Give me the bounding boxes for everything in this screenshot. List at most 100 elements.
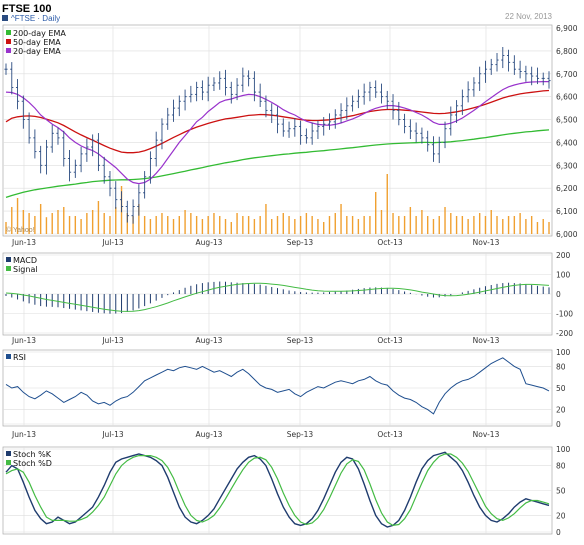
volume-bar — [68, 216, 71, 234]
price-panel-frame — [2, 24, 553, 237]
month-label: Jul-13 — [101, 430, 124, 439]
volume-bar — [548, 222, 550, 234]
ohlc-bar — [362, 83, 366, 105]
watermark: © Yahoo! — [6, 226, 35, 234]
rsi-plot — [5, 357, 550, 415]
ohlc-bar — [108, 171, 112, 197]
legend-entry: 200-day EMA — [13, 29, 66, 38]
ohlc-bar — [345, 97, 349, 120]
volume-bar — [115, 207, 117, 234]
ohlc-bar — [501, 46, 505, 69]
legend-swatch — [6, 39, 11, 44]
ohlc-bar — [27, 112, 31, 144]
y-tick-label: 6,300 — [556, 161, 578, 170]
rsi-line — [5, 357, 550, 415]
subtitle-group: ^FTSE · Daily — [2, 14, 60, 23]
volume-bar — [369, 216, 371, 234]
volume-bar — [201, 219, 204, 234]
y-tick-label: 6,400 — [556, 138, 578, 147]
month-label: Jun-13 — [11, 336, 36, 345]
volume-bar — [305, 213, 308, 234]
volume-bar — [57, 210, 59, 234]
volume-bar — [51, 213, 53, 234]
ohlc-bar — [206, 76, 210, 102]
ohlc-bar — [339, 103, 343, 123]
volume-bar — [259, 216, 261, 234]
ohlc-bar — [258, 83, 262, 107]
ohlc-bar — [454, 100, 459, 123]
volume-bar — [80, 219, 82, 234]
month-label: Oct-13 — [377, 430, 402, 439]
ohlc-bar — [21, 95, 25, 129]
volume-bar — [421, 210, 423, 234]
volume-bar — [224, 219, 227, 234]
volume-bar — [455, 216, 458, 234]
y-tick-label: -100 — [556, 310, 573, 319]
y-tick-label: 200 — [556, 251, 571, 260]
volume-bar — [161, 213, 163, 234]
ohlc-bar — [270, 103, 274, 123]
volume-bar — [496, 216, 498, 234]
y-tick-label: 20 — [556, 406, 566, 415]
ema200-line — [5, 129, 550, 199]
volume-bar — [97, 201, 100, 234]
ohlc-bar — [327, 113, 332, 130]
ohlc-bar — [489, 58, 493, 75]
volume-bar — [502, 219, 504, 234]
ohlc-bar — [160, 118, 164, 150]
y-tick-label: 80 — [556, 462, 566, 471]
volume-bar — [236, 213, 238, 234]
ohlc-bar — [33, 129, 37, 159]
volume-bar — [530, 216, 533, 234]
volume-bar — [357, 219, 360, 234]
volume-bar — [415, 216, 417, 234]
volume-bar — [478, 213, 481, 234]
ohlc-bar — [437, 136, 441, 164]
month-label: Jul-13 — [101, 336, 124, 345]
ohlc-bar — [229, 81, 233, 104]
volume-bar — [484, 216, 487, 234]
ohlc-bars — [4, 46, 551, 224]
ohlc-bar — [200, 80, 205, 101]
ohlc-bar — [374, 80, 378, 98]
ohlc-bar — [79, 146, 83, 173]
y-tick-label: 0 — [556, 290, 561, 299]
volume-bar — [265, 204, 267, 234]
ema-lines — [5, 80, 550, 199]
volume-bar — [219, 216, 221, 234]
chart-subtitle: ^FTSE · Daily — [11, 14, 60, 23]
legend-swatch — [6, 451, 11, 456]
volume-bar — [467, 219, 469, 234]
y-tick-label: 6,500 — [556, 116, 578, 125]
y-tick-label: 6,600 — [556, 93, 578, 102]
ohlc-bar — [62, 130, 66, 167]
ohlc-bar — [102, 156, 106, 184]
ohlc-bar — [177, 95, 181, 117]
volume-bar — [276, 216, 279, 234]
ohlc-bar — [304, 128, 308, 144]
ohlc-bar — [131, 199, 135, 224]
volume-bar — [63, 207, 65, 234]
ohlc-bar — [506, 49, 511, 72]
month-label: Nov-13 — [473, 238, 500, 247]
volume-bar — [184, 210, 186, 234]
ohlc-bar — [218, 71, 222, 90]
ohlc-bar — [264, 95, 268, 118]
volume-bar — [288, 216, 290, 234]
volume-bar — [172, 219, 175, 234]
ohlc-bar — [541, 72, 545, 86]
volume-bar — [340, 204, 342, 234]
month-label: Oct-13 — [377, 238, 402, 247]
y-tick-label: 100 — [556, 348, 571, 357]
legend-entry: RSI — [13, 353, 26, 362]
volume-bar — [155, 216, 157, 234]
ohlc-bar — [247, 70, 251, 87]
month-label: Sep-13 — [287, 430, 314, 439]
ohlc-bar — [408, 119, 412, 140]
volume-bar — [409, 207, 412, 234]
month-label: Jul-13 — [101, 238, 124, 247]
ohlc-bar — [148, 151, 153, 184]
y-tick-label: 6,000 — [556, 230, 578, 239]
legend-entry: Stoch %K — [13, 450, 52, 459]
